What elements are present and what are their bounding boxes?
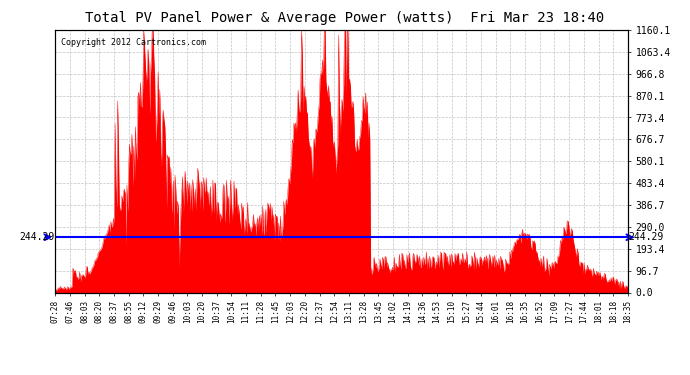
- Text: Total PV Panel Power & Average Power (watts)  Fri Mar 23 18:40: Total PV Panel Power & Average Power (wa…: [86, 11, 604, 25]
- Text: Copyright 2012 Cartronics.com: Copyright 2012 Cartronics.com: [61, 38, 206, 47]
- Text: 244.29: 244.29: [19, 232, 55, 242]
- Text: 244.29: 244.29: [629, 232, 664, 242]
